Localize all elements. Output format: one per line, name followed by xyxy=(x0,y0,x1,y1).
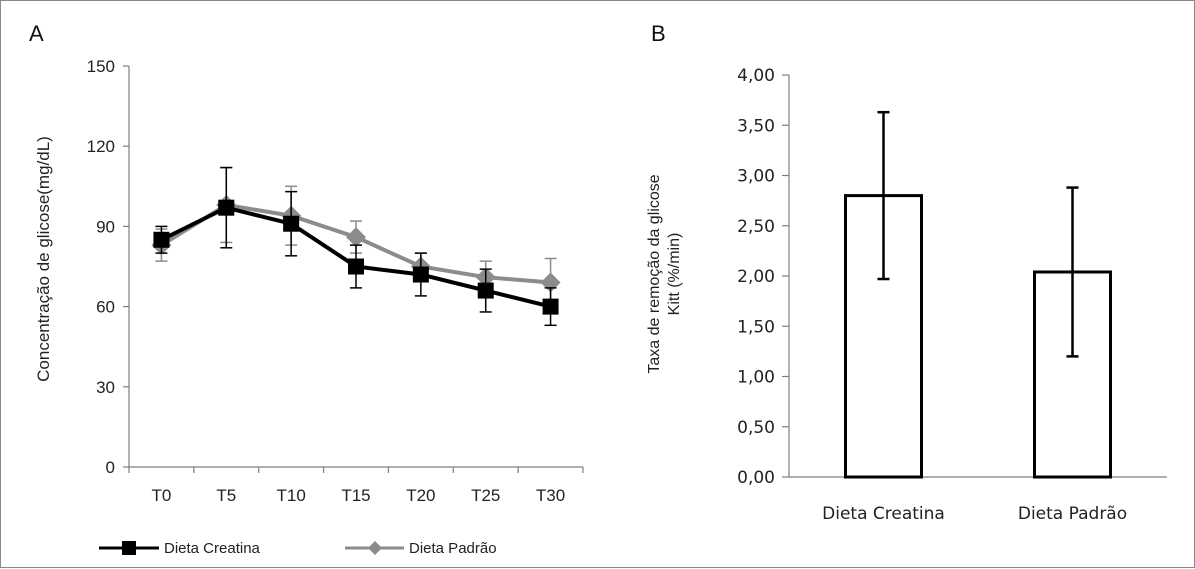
chart-a-y-tick-label: 60 xyxy=(96,298,115,317)
chart-a-y-tick-label: 0 xyxy=(106,458,115,477)
series-dieta-creatina xyxy=(153,166,559,327)
data-point-dieta-creatina xyxy=(283,215,300,232)
chart-b-x-ticks: Dieta Creatina Dieta Padrão xyxy=(822,504,1127,524)
chart-a-y-tick-label: 120 xyxy=(87,137,115,156)
data-point-dieta-creatina xyxy=(542,298,559,315)
data-point-dieta-padrao xyxy=(346,227,366,248)
chart-b-y-tick-label: 1,50 xyxy=(737,317,775,337)
panel-label-a: A xyxy=(29,21,44,46)
legend-marker-dieta-padrao xyxy=(368,541,382,555)
chart-a-axes xyxy=(128,66,583,468)
chart-a-y-tick-label: 90 xyxy=(96,217,115,236)
panel-label-b: B xyxy=(651,21,666,46)
chart-b-y-tick-label: 0,00 xyxy=(737,468,775,488)
chart-a: A Concentração de glicose(mg/dL) 0 30 60 90… xyxy=(29,21,584,557)
chart-a-y-axis-title: Concentração de glicose(mg/dL) xyxy=(34,136,53,382)
chart-a-y-tick-label: 150 xyxy=(87,57,115,76)
chart-a-y-tick-label: 30 xyxy=(96,378,115,397)
legend-label-dieta-creatina: Dieta Creatina xyxy=(164,540,261,557)
chart-b-x-tick-label-dieta-creatina: Dieta Creatina xyxy=(822,504,945,524)
chart-a-x-tick-label-t15: T15 xyxy=(341,486,370,505)
chart-a-x-tick-label-t0: T0 xyxy=(152,486,172,505)
chart-b-y-tick-label: 3,00 xyxy=(737,167,775,187)
chart-a-legend: Dieta Creatina Dieta Padrão xyxy=(99,540,497,557)
data-point-dieta-creatina xyxy=(412,266,429,283)
chart-b-y-tick-label: 4,00 xyxy=(737,66,775,86)
chart-a-x-tick-label-t30: T30 xyxy=(536,486,565,505)
chart-b-bars xyxy=(844,110,1112,479)
chart-b-y-tick-label: 2,00 xyxy=(737,267,775,287)
chart-b-x-tick-label-dieta-padrao: Dieta Padrão xyxy=(1018,504,1127,524)
chart-b-y-ticks: 0,00 0,50 1,00 1,50 2,00 2,50 3,00 3,50 4,00 xyxy=(737,66,789,488)
chart-a-x-tick-label-t20: T20 xyxy=(406,486,435,505)
legend-marker-dieta-creatina xyxy=(122,541,136,555)
data-point-dieta-creatina xyxy=(153,231,170,248)
chart-a-x-tick-label-t10: T10 xyxy=(276,486,305,505)
chart-b: B Taxa de remoção da glicose Kitt (%/min… xyxy=(646,21,1167,524)
chart-b-y-axis-title-line2: Kitt (%/min) xyxy=(666,233,683,316)
chart-a-series xyxy=(151,166,561,327)
data-point-dieta-creatina xyxy=(477,282,494,299)
legend-label-dieta-padrao: Dieta Padrão xyxy=(409,540,497,557)
chart-a-y-ticks: 0 30 60 90 120 150 xyxy=(87,57,129,477)
data-point-dieta-creatina xyxy=(348,258,364,275)
chart-a-x-tick-label-t5: T5 xyxy=(216,486,236,505)
chart-a-x-tick-label-t25: T25 xyxy=(471,486,500,505)
chart-a-x-ticks: T0 T5 T10 T15 T20 T25 T30 xyxy=(128,467,584,505)
chart-b-y-tick-label: 0,50 xyxy=(737,418,775,438)
data-point-dieta-creatina xyxy=(218,199,235,216)
chart-b-y-tick-label: 2,50 xyxy=(737,217,775,237)
chart-b-y-tick-label: 3,50 xyxy=(737,116,775,136)
chart-b-y-axis-title-line1: Taxa de remoção da glicose xyxy=(646,174,663,373)
chart-b-y-tick-label: 1,00 xyxy=(737,368,775,388)
